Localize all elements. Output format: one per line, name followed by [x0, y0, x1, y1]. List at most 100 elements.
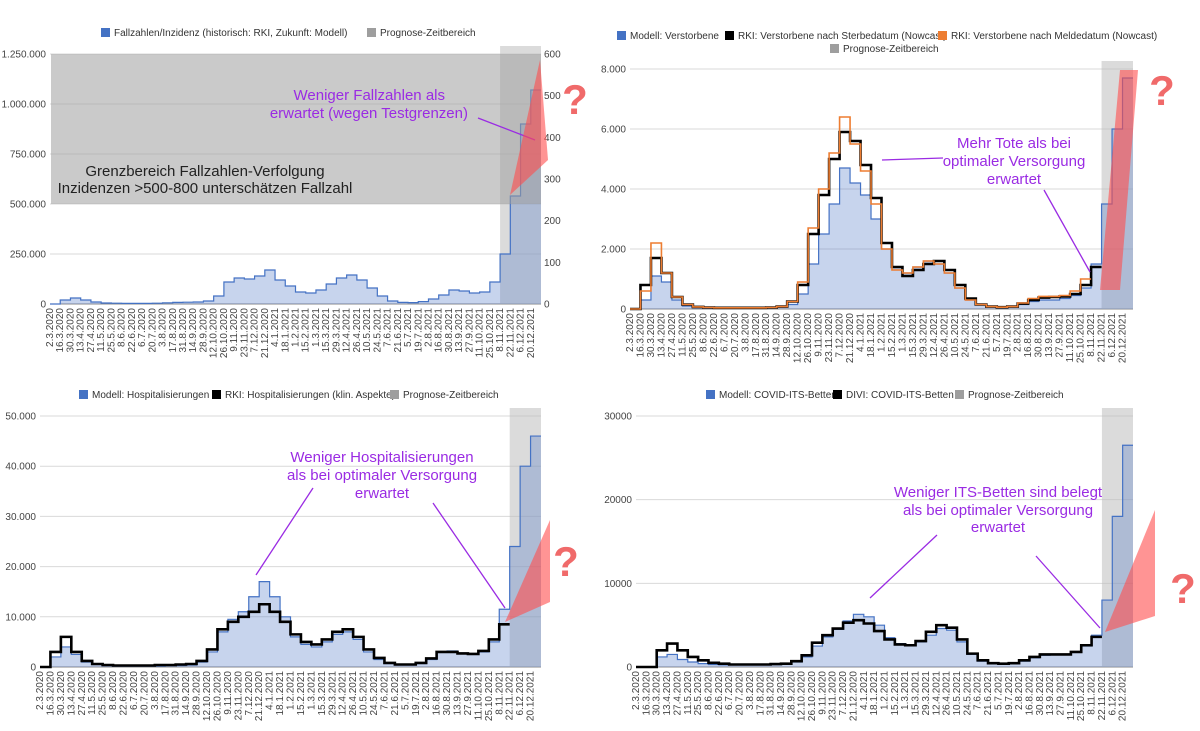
x-tick-label: 7.6.2021 — [971, 313, 982, 352]
x-tick-label: 17.8.2020 — [160, 671, 171, 716]
x-tick-label: 2.3.2020 — [631, 671, 642, 710]
x-tick-label: 26.4.2021 — [352, 308, 363, 353]
x-tick-label: 30.8.2021 — [442, 671, 453, 716]
annotation-text: Weniger Hospitalisierungen — [290, 449, 473, 466]
x-tick-label: 1.3.2021 — [306, 671, 317, 710]
x-tick-label: 14.9.2020 — [188, 308, 199, 353]
legend-hospital: Modell: Hospitalisierungen RKI: Hospital… — [79, 390, 499, 401]
y-tick-label: 0 — [626, 663, 632, 674]
x-tick-label: 20.7.2020 — [139, 671, 150, 716]
x-tick-label: 1.2.2021 — [880, 671, 891, 710]
x-tick-label: 26.4.2021 — [942, 671, 953, 716]
y-tick-label: 30000 — [604, 412, 632, 423]
limit-text: Inzidenzen >500-800 unterschätzen Fallza… — [58, 180, 353, 197]
x-tick-label: 8.6.2020 — [108, 671, 119, 710]
risk-wedge — [1100, 70, 1138, 290]
x-tick-label: 8.11.2021 — [1086, 313, 1097, 357]
x-tick-label: 19.7.2021 — [1004, 671, 1015, 716]
x-tick-label: 13.9.2021 — [454, 308, 465, 353]
x-tick-label: 17.8.2020 — [755, 671, 766, 716]
y2-tick-label: 200 — [544, 216, 561, 227]
question-mark: ? — [1170, 565, 1196, 612]
legend-label: Prognose-Zeitbereich — [380, 28, 476, 39]
x-tick-label: 20.7.2020 — [735, 671, 746, 716]
x-tick-label: 6.12.2021 — [1107, 671, 1118, 716]
x-tick-label: 16.3.2020 — [635, 313, 646, 358]
y-tick-label: 10000 — [604, 579, 632, 590]
x-tick-label: 8.6.2020 — [117, 308, 128, 347]
legend-label: DIVI: COVID-ITS-Betten — [846, 390, 954, 401]
x-tick-label: 18.1.2021 — [866, 313, 877, 358]
x-tick-label: 21.12.2020 — [254, 671, 265, 721]
x-tick-label: 2.8.2021 — [1013, 313, 1024, 352]
x-tick-label: 1.2.2021 — [877, 313, 888, 352]
x-tick-label: 19.7.2021 — [413, 308, 424, 353]
x-tick-label: 8.11.2021 — [1087, 671, 1098, 715]
legend-swatch — [617, 31, 626, 40]
y-tick-label: 0 — [40, 300, 46, 311]
x-tick-label: 31.8.2020 — [766, 671, 777, 716]
x-tick-label: 13.4.2020 — [662, 671, 673, 716]
x-tick-label: 3.8.2020 — [745, 671, 756, 710]
x-tick-label: 24.5.2021 — [960, 313, 971, 358]
x-tick-label: 11.10.2021 — [475, 308, 486, 358]
x-tick-label: 20.12.2021 — [1118, 313, 1129, 363]
x-tick-label: 29.3.2021 — [921, 671, 932, 716]
legend-cases: Fallzahlen/Inzidenz (historisch: RKI, Zu… — [101, 28, 476, 39]
x-tick-label: 7.12.2020 — [835, 313, 846, 358]
x-tick-label: 21.12.2020 — [845, 313, 856, 363]
x-tick-label: 27.9.2021 — [463, 671, 474, 716]
limit-text: Grenzbereich Fallzahlen-Verfolgung — [85, 163, 324, 180]
y-tick-label: 40.000 — [5, 462, 36, 473]
x-tick-label: 25.10.2021 — [485, 308, 496, 358]
y2-tick-label: 0 — [544, 300, 550, 311]
x-tick-label: 19.7.2021 — [1002, 313, 1013, 358]
x-tick-label: 28.9.2020 — [782, 313, 793, 358]
x-tick-label: 15.3.2021 — [911, 671, 922, 716]
x-tick-label: 8.11.2021 — [495, 308, 506, 352]
x-tick-label: 11.5.2020 — [677, 313, 688, 357]
annotation-text: Weniger ITS-Betten sind belegt — [894, 484, 1103, 501]
x-tick-label: 13.9.2021 — [1044, 313, 1055, 358]
x-tick-label: 3.8.2020 — [158, 308, 169, 347]
x-tick-label: 6.12.2021 — [516, 308, 527, 353]
x-tick-label: 25.5.2020 — [693, 671, 704, 716]
series-line — [636, 618, 1102, 669]
x-tick-label: 9.11.2020 — [817, 671, 828, 715]
y-tick-label: 6.000 — [601, 125, 626, 136]
x-tick-label: 30.3.2020 — [65, 308, 76, 353]
x-tick-label: 21.6.2021 — [983, 671, 994, 716]
series-line — [630, 116, 1092, 310]
x-tick-label: 13.9.2021 — [453, 671, 464, 716]
legend-label: Modell: Hospitalisierungen — [92, 390, 209, 401]
legend-label: RKI: Verstorbene nach Meldedatum (Nowcas… — [951, 31, 1157, 42]
x-tick-label: 24.5.2021 — [962, 671, 973, 716]
legend-label: RKI: Verstorbene nach Sterbedatum (Nowca… — [738, 31, 946, 42]
annotation-text: als bei optimaler Versorgung — [287, 467, 477, 484]
x-tick-label: 6.12.2021 — [1107, 313, 1118, 358]
x-tick-label: 30.8.2021 — [1034, 313, 1045, 358]
x-tick-label: 25.10.2021 — [1076, 313, 1087, 363]
series-line — [40, 602, 510, 669]
x-tick-label: 28.9.2020 — [198, 308, 209, 353]
x-tick-label: 24.5.2021 — [369, 671, 380, 716]
x-tick-label: 16.8.2021 — [432, 671, 443, 716]
x-tick-label: 10.5.2021 — [952, 671, 963, 716]
legend-swatch — [706, 390, 715, 399]
legend-swatch — [390, 390, 399, 399]
x-tick-label: 12.10.2020 — [209, 308, 220, 358]
annotation-arrow — [881, 157, 944, 161]
annotation-text: als bei optimaler Versorgung — [903, 502, 1093, 519]
x-tick-label: 26.10.2020 — [807, 671, 818, 721]
x-tick-label: 27.9.2021 — [1056, 671, 1067, 716]
x-tick-label: 1.3.2021 — [897, 313, 908, 352]
x-tick-label: 20.12.2021 — [526, 308, 537, 358]
x-tick-label: 30.3.2020 — [56, 671, 67, 716]
x-tick-label: 22.6.2020 — [127, 308, 138, 353]
x-tick-label: 22.11.2021 — [1097, 313, 1108, 363]
x-tick-label: 17.8.2020 — [168, 308, 179, 353]
x-tick-label: 25.10.2021 — [484, 671, 495, 721]
x-tick-label: 12.4.2021 — [342, 308, 353, 353]
